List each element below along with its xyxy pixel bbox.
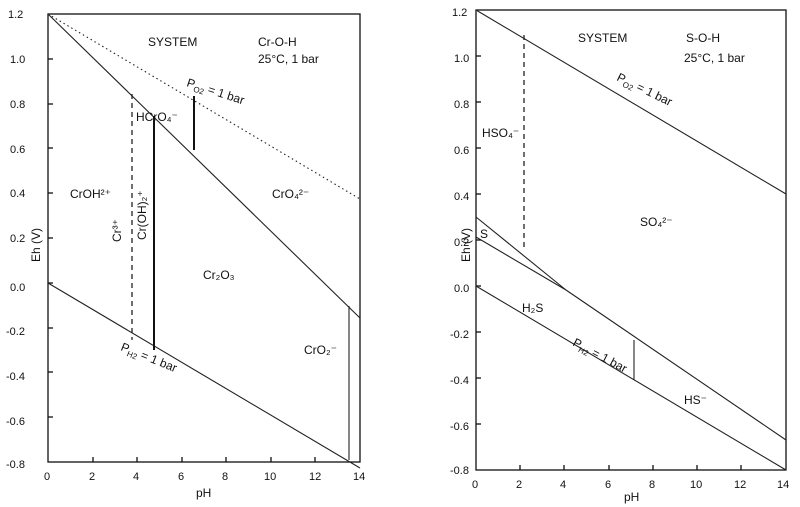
field-cro4: CrO₄²⁻ (272, 187, 309, 201)
x-tick-label: 6 (605, 479, 611, 491)
y-ticks-left: 1.2 1.0 0.8 0.6 0.4 0.2 0.0 -0.2 -0.4 -0… (6, 9, 25, 471)
field-s: S (480, 227, 488, 241)
system-name-right: S-O-H (686, 31, 720, 45)
plot-frame-left (47, 13, 361, 463)
y-tick-label: -0.4 (6, 371, 25, 383)
y-tick-label: 0.4 (10, 188, 25, 200)
so4-s-boundary (475, 216, 567, 291)
so4-h2s-hs-boundary (565, 289, 787, 441)
y-tick-label: -0.4 (450, 375, 469, 387)
y-tick-label: -0.6 (450, 421, 469, 433)
diagram-cr-o-h: 1.2 1.0 0.8 0.6 0.4 0.2 0.0 -0.2 -0.4 -0… (6, 9, 365, 500)
h2-label-left: PH2 = 1 bar (118, 340, 179, 377)
x-tick-label: 14 (353, 471, 365, 483)
o2-line-left (47, 13, 361, 200)
x-tick-marks-left (92, 457, 316, 462)
x-tick-label: 10 (264, 471, 276, 483)
y-tick-label: -0.6 (6, 416, 25, 428)
o2-line-right (475, 9, 787, 195)
y-tick-label: 0.6 (10, 144, 25, 156)
h2-line-left (47, 282, 361, 469)
system-name-left: Cr-O-H (258, 35, 297, 49)
s-h2s-boundary (475, 236, 567, 291)
system-label-right: SYSTEM (578, 31, 627, 45)
x-tick-label: 12 (734, 479, 746, 491)
system-label-left: SYSTEM (148, 35, 197, 49)
x-tick-label: 8 (649, 479, 655, 491)
field-so4: SO₄²⁻ (640, 215, 673, 229)
y-tick-label: 0.4 (454, 191, 469, 203)
field-cro2: CrO₂⁻ (304, 343, 337, 357)
field-croh: CrOH²⁺ (70, 187, 111, 201)
y-axis-label-right: Eh (V) (459, 228, 473, 262)
y-tick-label: 0.0 (10, 282, 25, 294)
x-tick-label: 0 (472, 479, 478, 491)
o2-label-right: PO2 = 1 bar (614, 70, 675, 111)
y-tick-label: -0.2 (6, 326, 25, 338)
x-tick-label: 14 (777, 479, 789, 491)
y-tick-label: 1.0 (10, 54, 25, 66)
y-tick-label: 0.0 (454, 283, 469, 295)
x-tick-label: 12 (309, 471, 321, 483)
x-tick-label: 8 (222, 471, 228, 483)
x-tick-label: 6 (178, 471, 184, 483)
conditions-right: 25°C, 1 bar (684, 51, 745, 65)
x-axis-label-right: pH (624, 490, 639, 504)
x-tick-label: 2 (89, 471, 95, 483)
plot-frame-right (475, 9, 787, 471)
cr2o3-upper-boundary (47, 13, 361, 319)
field-cr3: Cr³⁺ (110, 219, 124, 242)
y-tick-label: 0.2 (10, 233, 25, 245)
x-tick-label: 4 (133, 471, 139, 483)
y-tick-label: 0.8 (10, 99, 25, 111)
y-tick-label: 0.2 (454, 237, 469, 249)
h2-line-right (475, 285, 787, 471)
y-tick-label: 1.2 (452, 7, 467, 19)
x-tick-marks-right (519, 465, 742, 470)
x-axis-label-left: pH (196, 486, 211, 500)
field-hcro4: HCrO₄⁻ (136, 110, 178, 124)
y-tick-label: 0.8 (454, 99, 469, 111)
x-tick-label: 10 (690, 479, 702, 491)
y-tick-label: -0.8 (6, 459, 25, 471)
field-hs: HS⁻ (684, 393, 707, 407)
x-ticks-right: 0 2 4 6 8 10 12 14 (472, 479, 789, 491)
y-tick-marks-left (48, 58, 53, 418)
field-croh2: Cr(OH)₂⁺ (135, 190, 149, 240)
x-tick-label: 2 (516, 479, 522, 491)
field-cr2o3: Cr₂O₃ (203, 268, 235, 282)
y-tick-label: -0.2 (450, 329, 469, 341)
y-tick-label: -0.8 (450, 465, 469, 477)
y-tick-label: 1.0 (454, 53, 469, 65)
h2-label-right: PH2 = 1 bar (570, 335, 630, 377)
x-tick-label: 4 (560, 479, 566, 491)
diagram-s-o-h: 1.2 1.0 0.8 0.6 0.4 0.2 0.0 -0.2 -0.4 -0… (450, 7, 789, 504)
field-h2s: H₂S (522, 301, 543, 315)
y-tick-label: 0.6 (454, 145, 469, 157)
y-ticks-right: 1.2 1.0 0.8 0.6 0.4 0.2 0.0 -0.2 -0.4 -0… (450, 7, 469, 477)
y-axis-label-left: Eh (V) (29, 228, 43, 262)
y-tick-label: 1.2 (8, 9, 23, 21)
conditions-left: 25°C, 1 bar (258, 52, 319, 66)
field-hso4: HSO₄⁻ (482, 126, 519, 140)
x-ticks-left: 0 2 4 6 8 10 12 14 (44, 471, 365, 483)
x-tick-label: 0 (44, 471, 50, 483)
